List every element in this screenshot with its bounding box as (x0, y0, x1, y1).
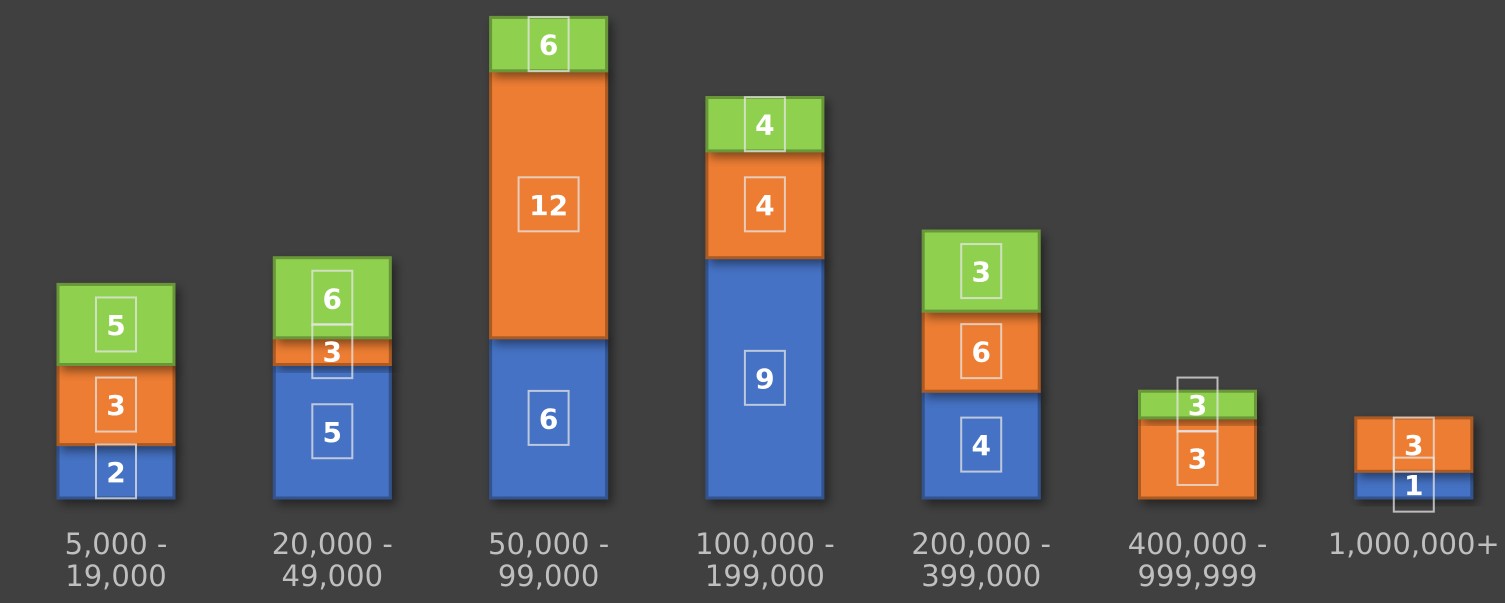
bar-segment-blue-5 (921, 389, 1041, 500)
data-labels-layer: 2 3 5 5 3 6 6 12 6 9 4 4 4 6 3 3 3 1 3 (95, 16, 1435, 513)
data-label-box-blue-5 (960, 416, 1003, 473)
data-label-box-orange-3 (517, 176, 580, 233)
data-label-box-orange-5 (960, 323, 1003, 380)
category-label-1: 5,000 - 19,000 (11, 528, 221, 592)
bar-segment-orange-7 (1354, 416, 1474, 473)
bar-segment-green-6 (1138, 389, 1257, 420)
data-label-orange-6: 3 (1188, 442, 1207, 475)
category-label-3: 50,000 -99,000 (444, 528, 654, 592)
data-label-orange-2: 3 (323, 336, 342, 369)
data-label-box-blue-3 (527, 389, 570, 446)
data-label-orange-3: 12 (529, 189, 568, 222)
data-label-green-2: 6 (323, 282, 342, 315)
data-label-box-orange-7 (1392, 416, 1435, 473)
category-label-line: 49,000 (281, 559, 384, 593)
category-label-line: 199,000 (704, 559, 825, 593)
data-label-box-orange-4 (743, 176, 786, 233)
bar-segment-blue-4 (705, 256, 825, 500)
data-label-box-orange-1 (95, 376, 137, 433)
bar-segment-orange-3 (489, 69, 609, 340)
data-label-box-green-6 (1176, 376, 1219, 433)
data-label-orange-7: 3 (1404, 429, 1423, 462)
category-label-4: 100,000 -199,000 (660, 528, 870, 592)
data-label-orange-5: 6 (971, 336, 990, 369)
bar-segment-orange-4 (705, 149, 825, 260)
data-label-blue-3: 6 (539, 402, 558, 435)
category-label-6: 400,000 -999,999 (1093, 528, 1303, 592)
category-label-line: 399,000 (921, 559, 1042, 593)
data-label-blue-7: 1 (1404, 469, 1423, 502)
data-label-blue-1: 2 (106, 456, 125, 489)
data-label-box-green-4 (743, 96, 786, 153)
data-label-orange-1: 3 (106, 389, 125, 422)
data-label-blue-5: 4 (971, 429, 990, 462)
data-label-box-blue-7 (1392, 456, 1435, 513)
category-label-line: 100,000 - (695, 527, 835, 561)
data-label-green-1: 5 (106, 309, 125, 342)
category-label-line: 999,999 (1137, 559, 1258, 593)
category-label-line: 99,000 (497, 559, 600, 593)
category-label-5: 200,000 -399,000 (876, 528, 1086, 592)
category-label-line: 200,000 - (911, 527, 1051, 561)
data-label-box-green-5 (960, 243, 1003, 300)
data-label-box-blue-1 (95, 443, 137, 500)
data-label-green-3: 6 (539, 29, 558, 62)
category-label-line: 50,000 - (488, 527, 610, 561)
bar-segment-green-4 (705, 96, 825, 153)
data-label-box-green-1 (95, 296, 137, 353)
data-label-box-blue-4 (743, 349, 786, 406)
data-label-blue-2: 5 (323, 416, 342, 449)
bar-segment-blue-2 (272, 363, 392, 500)
data-label-box-green-2 (311, 269, 354, 326)
data-label-box-green-3 (527, 16, 570, 73)
category-label-7: 1,000,000+ (1309, 528, 1505, 560)
data-label-green-4: 4 (755, 109, 774, 142)
data-label-green-5: 3 (971, 256, 990, 289)
data-label-blue-4: 9 (755, 362, 774, 395)
category-label-line: 20,000 - (271, 527, 393, 561)
data-label-box-blue-2 (311, 403, 354, 460)
category-label-2: 20,000 -49,000 (227, 528, 437, 592)
bar-segment-blue-3 (489, 336, 609, 500)
category-label-line: 1,000,000+ (1327, 527, 1500, 561)
data-label-orange-4: 4 (755, 189, 774, 222)
data-label-green-6: 3 (1188, 389, 1207, 422)
category-label-line: 400,000 - (1127, 527, 1268, 561)
bars-layer (56, 15, 1474, 500)
bar-segment-blue-7 (1354, 469, 1474, 500)
category-label-line: 5,000 - 19,000 (64, 527, 168, 593)
